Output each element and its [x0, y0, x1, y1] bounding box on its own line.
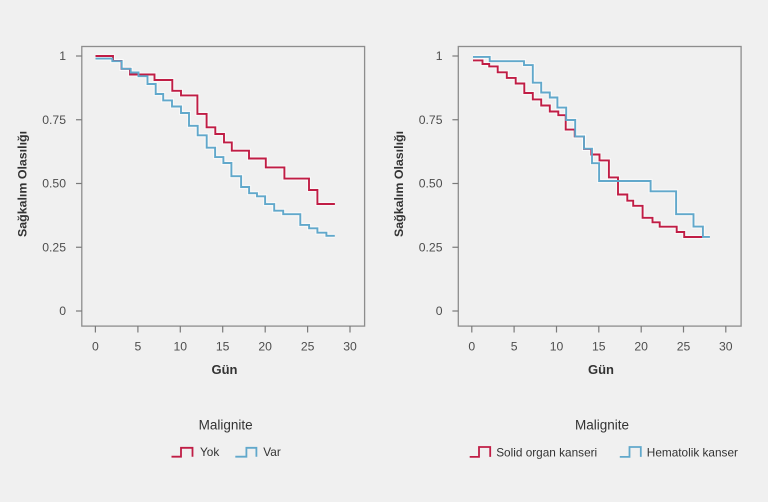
svg-text:Sağkalım Olasılığı: Sağkalım Olasılığı: [16, 131, 30, 237]
svg-text:15: 15: [592, 340, 606, 354]
svg-text:20: 20: [258, 340, 272, 354]
svg-text:10: 10: [174, 340, 188, 354]
svg-text:Solid organ kanseri: Solid organ kanseri: [496, 446, 597, 460]
svg-text:Gün: Gün: [588, 362, 614, 377]
svg-text:0: 0: [436, 304, 443, 318]
svg-text:25: 25: [677, 340, 691, 354]
svg-text:0.25: 0.25: [42, 240, 66, 254]
svg-text:Sağkalım Olasılığı: Sağkalım Olasılığı: [392, 131, 406, 237]
svg-text:0.75: 0.75: [419, 113, 443, 127]
svg-text:0: 0: [468, 340, 475, 354]
svg-text:30: 30: [719, 340, 733, 354]
svg-text:0: 0: [92, 340, 99, 354]
svg-text:Var: Var: [263, 445, 281, 459]
svg-text:Yok: Yok: [200, 445, 219, 459]
svg-text:1: 1: [59, 49, 66, 63]
svg-text:20: 20: [634, 340, 648, 354]
svg-text:Gün: Gün: [212, 362, 238, 377]
svg-text:10: 10: [550, 340, 564, 354]
svg-text:Hematolik kanser: Hematolik kanser: [647, 446, 738, 460]
svg-text:15: 15: [216, 340, 230, 354]
svg-text:0.25: 0.25: [419, 240, 443, 254]
svg-text:5: 5: [511, 340, 518, 354]
svg-text:0.50: 0.50: [42, 177, 66, 191]
svg-text:Malignite: Malignite: [575, 418, 629, 433]
svg-text:25: 25: [301, 340, 315, 354]
svg-text:0.75: 0.75: [42, 113, 66, 127]
svg-text:1: 1: [436, 49, 443, 63]
svg-text:Malignite: Malignite: [199, 418, 253, 433]
svg-text:30: 30: [343, 340, 357, 354]
svg-text:0: 0: [59, 304, 66, 318]
svg-text:0.50: 0.50: [419, 177, 443, 191]
svg-text:5: 5: [135, 340, 142, 354]
